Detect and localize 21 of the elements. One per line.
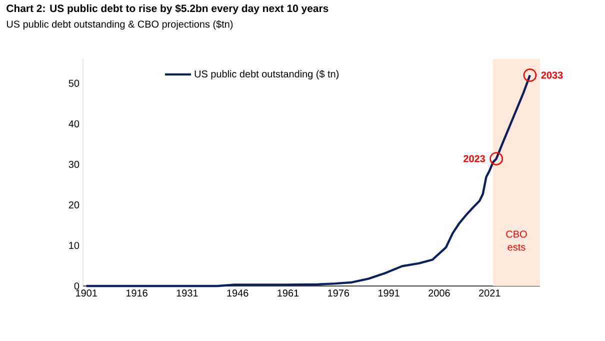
band-label: CBO ests bbox=[506, 230, 527, 251]
x-tick-label: 1946 bbox=[227, 290, 248, 297]
annotation: 2033 bbox=[541, 72, 563, 79]
x-tick-label: 1916 bbox=[126, 290, 148, 297]
chart-subtitle: US public debt outstanding & CBO projections ($tn) bbox=[6, 20, 233, 30]
y-tick-label: 50 bbox=[68, 80, 80, 87]
x-tick-label: 1991 bbox=[378, 290, 400, 297]
annotation: 2023 bbox=[464, 155, 485, 162]
legend-label: US public debt outstanding ($ tn) bbox=[194, 70, 339, 80]
x-tick-label: 2006 bbox=[428, 290, 450, 297]
y-tick-label: 30 bbox=[68, 160, 80, 168]
x-tick-label: 1901 bbox=[76, 290, 97, 297]
y-tick-label: 10 bbox=[69, 242, 80, 249]
chart-title: Chart 2: US public debt to rise by $5.2bn every day next 10 years bbox=[6, 4, 328, 14]
x-tick-label: 1976 bbox=[328, 290, 350, 297]
y-tick-label: 20 bbox=[68, 201, 80, 208]
x-tick-label: 1961 bbox=[278, 290, 299, 297]
y-tick-label: 0 bbox=[74, 282, 80, 290]
x-tick-label: 1931 bbox=[176, 290, 198, 297]
x-tick-label: 2021 bbox=[479, 290, 500, 297]
y-tick-label: 40 bbox=[68, 120, 80, 128]
